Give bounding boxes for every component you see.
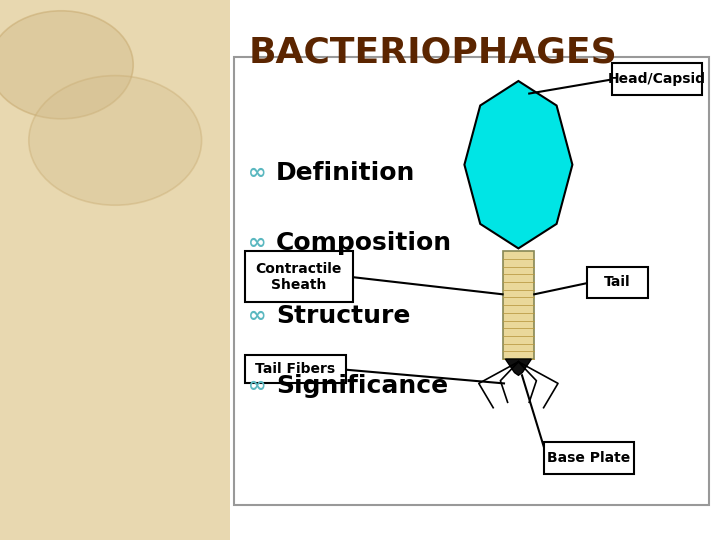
Polygon shape [505, 359, 531, 375]
FancyBboxPatch shape [245, 355, 346, 383]
Text: Structure: Structure [276, 304, 410, 328]
Circle shape [29, 76, 202, 205]
Bar [503, 251, 534, 359]
FancyBboxPatch shape [587, 267, 648, 298]
Text: Contractile
Sheath: Contractile Sheath [256, 262, 342, 292]
Text: Head/Capsid: Head/Capsid [608, 72, 706, 86]
Text: Definition: Definition [276, 161, 415, 185]
Text: Composition: Composition [276, 231, 452, 255]
Polygon shape [464, 81, 572, 248]
FancyBboxPatch shape [544, 442, 634, 474]
Text: ∞: ∞ [248, 376, 267, 396]
FancyBboxPatch shape [0, 0, 230, 540]
Text: ∞: ∞ [248, 306, 267, 326]
Text: Tail: Tail [604, 275, 631, 289]
Text: ∞: ∞ [248, 163, 267, 183]
Text: Base Plate: Base Plate [547, 451, 630, 465]
Text: Significance: Significance [276, 374, 448, 398]
Text: BACTERIOPHAGES: BACTERIOPHAGES [248, 35, 617, 69]
FancyBboxPatch shape [245, 251, 353, 302]
FancyBboxPatch shape [612, 63, 702, 94]
FancyBboxPatch shape [234, 57, 709, 505]
Text: ∞: ∞ [248, 233, 267, 253]
Text: Tail Fibers: Tail Fibers [255, 362, 336, 376]
Circle shape [0, 11, 133, 119]
